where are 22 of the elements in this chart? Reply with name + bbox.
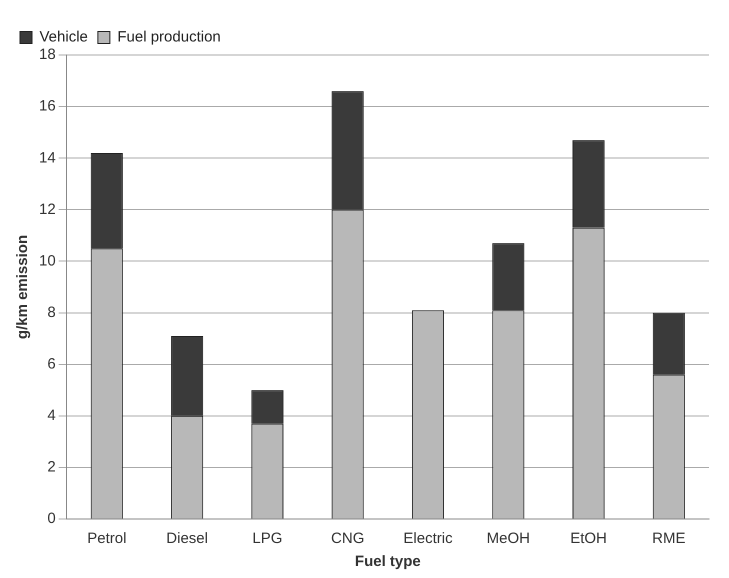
x-tick-label: Petrol [87,530,126,548]
y-tick-label: 4 [47,407,56,424]
y-tick-label: 0 [47,510,56,528]
y-tick-label: 16 [38,98,56,115]
y-tick-label: 10 [38,252,56,270]
y-tick-label: 14 [38,149,56,166]
y-tick-label: 6 [47,355,56,372]
legend-label: Vehicle [40,28,88,46]
x-tick-label: CNG [331,530,364,548]
y-tick-label: 2 [47,458,56,476]
x-tick-label: MeOH [486,530,530,548]
y-tick-label: 18 [38,46,56,64]
x-tick-label: RME [652,530,686,548]
y-tick-label: 8 [47,304,56,321]
y-axis-title: g/km emission [14,234,32,340]
x-tick-label: LPG [252,530,282,548]
y-tick-label: 12 [38,200,56,218]
x-tick-label: Electric [403,530,454,548]
x-tick-label: Diesel [166,530,208,548]
x-axis-title: Fuel type [354,553,421,570]
x-tick-label: EtOH [570,530,607,548]
legend-label: Fuel production [117,28,221,46]
